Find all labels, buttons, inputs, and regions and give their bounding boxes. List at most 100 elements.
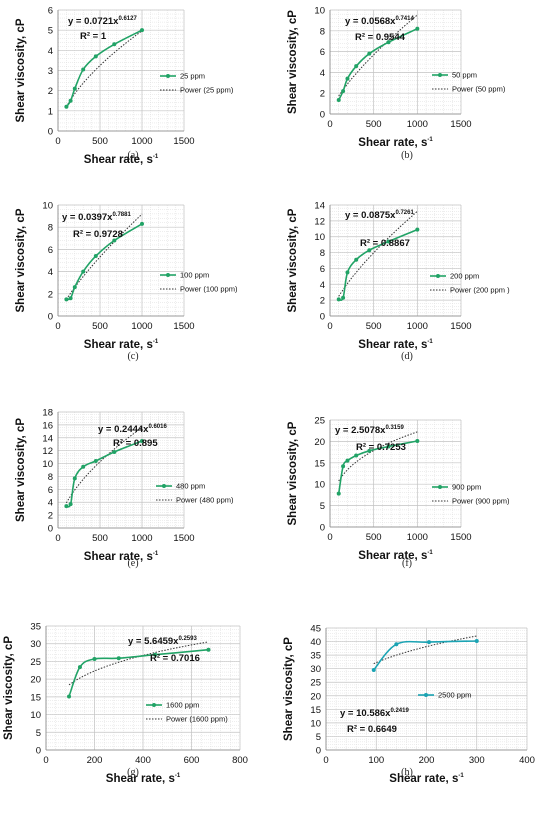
y-tick-label: 6 <box>48 485 53 496</box>
chart-panel-c: 0 500 1000 1500 0 2 4 6 8 10 Shear rate, s-1 Shear … <box>15 201 238 363</box>
data-point <box>140 221 144 226</box>
data-point <box>206 647 211 652</box>
legend-swatch-marker <box>166 273 170 277</box>
data-point <box>93 458 98 463</box>
power-trendline <box>338 431 418 482</box>
x-tick-label: 1000 <box>407 532 428 543</box>
trendline-equation: y = 0.0568x0.7414 <box>345 16 414 27</box>
power-trendline <box>65 213 143 300</box>
panel-caption: (e) <box>127 558 138 569</box>
data-point <box>64 504 69 509</box>
y-axis-title: Shear viscosity, cP <box>287 421 299 525</box>
y-tick-label: 30 <box>310 664 321 675</box>
data-point <box>72 86 77 91</box>
legend-label: 2500 ppm <box>438 691 471 700</box>
y-tick-label: 2 <box>48 511 53 522</box>
data-point <box>81 464 86 469</box>
data-point <box>415 438 420 443</box>
y-tick-label: 10 <box>42 459 53 470</box>
data-point <box>112 238 117 243</box>
panel-caption: (c) <box>127 351 138 362</box>
r-squared-label: R² = 1 <box>80 31 107 42</box>
legend-label: 900 ppm <box>452 483 481 492</box>
trendline-equation: y = 10.586x0.2419 <box>340 708 409 719</box>
data-point <box>394 642 399 647</box>
chart-panel-h: 0 100 200 300 400 0 5 10 15 20 25 30 35 40 45 Shear rat… <box>283 624 535 786</box>
panel-caption: (f) <box>402 558 412 569</box>
y-tick-label: 25 <box>310 678 321 689</box>
legend-label: 1600 ppm <box>166 701 199 710</box>
legend-label: 480 ppm <box>176 482 205 491</box>
r-squared-label: R² = 0.7253 <box>356 442 406 453</box>
y-tick-label: 10 <box>30 710 41 721</box>
data-point <box>341 295 346 300</box>
data-point <box>386 444 391 449</box>
y-axis-title: Shear viscosity, cP <box>15 208 27 312</box>
x-tick-label: 500 <box>366 119 382 130</box>
x-axis-title: Shear rate, s-1 <box>106 773 181 785</box>
y-tick-label: 4 <box>320 68 325 79</box>
y-tick-label: 30 <box>30 639 41 650</box>
x-tick-label: 1500 <box>173 533 194 544</box>
data-point <box>415 26 420 31</box>
data-point <box>354 257 359 262</box>
legend-label: Power (50 ppm) <box>452 85 506 94</box>
data-point <box>345 76 350 81</box>
y-tick-label: 10 <box>314 232 325 243</box>
data-point <box>336 297 341 302</box>
x-tick-label: 800 <box>232 755 248 766</box>
legend-label: Power (200 ppm ) <box>450 286 510 295</box>
x-tick-label: 400 <box>135 755 151 766</box>
data-point <box>93 254 98 259</box>
y-tick-label: 15 <box>314 458 325 469</box>
y-tick-label: 8 <box>320 248 325 259</box>
x-tick-label: 0 <box>327 321 332 332</box>
data-line <box>373 640 477 671</box>
y-axis-title: Shear viscosity, cP <box>15 418 27 522</box>
data-point <box>341 89 346 94</box>
data-point <box>153 652 158 657</box>
y-tick-label: 6 <box>320 264 325 275</box>
y-tick-label: 0 <box>320 312 325 323</box>
data-point <box>92 656 97 661</box>
y-tick-label: 10 <box>310 718 321 729</box>
power-trendline <box>65 30 143 107</box>
data-point <box>72 285 77 290</box>
panel-caption: (g) <box>127 767 139 778</box>
legend-label: 200 ppm <box>450 272 479 281</box>
trendline-equation: y = 0.0397x0.7881 <box>62 212 131 223</box>
trendline-equation: y = 0.0875x0.7261 <box>345 210 414 221</box>
legend-swatch-marker <box>438 485 442 489</box>
legend-swatch-marker <box>162 484 166 488</box>
x-tick-label: 600 <box>184 755 200 766</box>
x-tick-label: 200 <box>419 755 435 766</box>
data-point <box>140 28 144 33</box>
data-point <box>140 439 144 443</box>
x-tick-label: 300 <box>469 755 485 766</box>
r-squared-label: R² = 0.9728 <box>73 229 123 240</box>
y-tick-label: 35 <box>30 622 41 633</box>
x-tick-label: 1500 <box>450 532 471 543</box>
chart-panel-f: 0 500 1000 1500 0 5 10 15 20 25 Shear rate, s-1 She… <box>287 416 510 570</box>
y-tick-label: 0 <box>48 127 53 138</box>
y-tick-label: 6 <box>48 245 53 256</box>
y-tick-label: 4 <box>48 267 53 278</box>
y-tick-label: 16 <box>42 420 53 431</box>
panel-caption: (h) <box>401 767 413 778</box>
x-tick-label: 500 <box>92 533 108 544</box>
y-tick-label: 20 <box>314 437 325 448</box>
chart-panel-g: 0 200 400 600 800 0 5 10 15 20 25 30 35 Shear rate, s… <box>3 622 248 786</box>
y-tick-label: 5 <box>36 728 41 739</box>
legend-swatch-marker <box>436 274 440 278</box>
x-tick-label: 0 <box>43 755 48 766</box>
legend-label: Power (25 ppm) <box>180 86 234 95</box>
y-axis-title: Shear viscosity, cP <box>3 636 15 740</box>
x-tick-label: 0 <box>327 532 332 543</box>
x-axis-title: Shear rate, s-1 <box>84 154 159 166</box>
y-tick-label: 10 <box>314 6 325 17</box>
y-tick-label: 18 <box>42 408 53 419</box>
data-point <box>415 227 420 232</box>
y-axis-title: Shear viscosity, cP <box>15 18 27 122</box>
